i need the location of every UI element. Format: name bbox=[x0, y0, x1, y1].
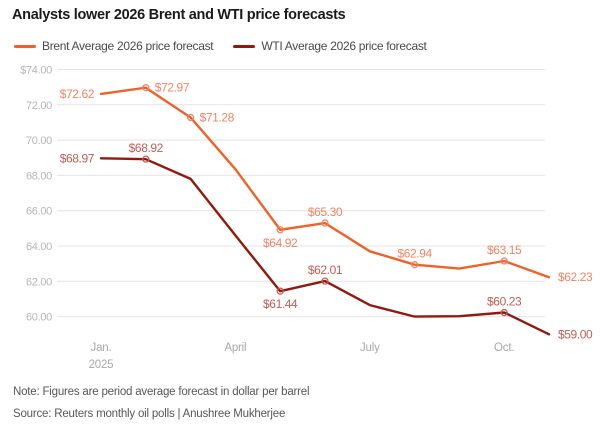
wti-line bbox=[99, 157, 551, 336]
source-text: Source: Reuters monthly oil polls | Anus… bbox=[13, 408, 286, 420]
y-tick-label: 72.00 bbox=[26, 100, 52, 112]
wti-data-point-label: $61.44 bbox=[263, 297, 298, 311]
x-tick-label: April bbox=[224, 342, 246, 354]
wti-data-point-label: $62.01 bbox=[308, 263, 343, 277]
wti-data-point-marker bbox=[142, 155, 150, 163]
wti-data-point-marker bbox=[276, 287, 284, 295]
wti-data-point-marker bbox=[321, 277, 329, 285]
brent-data-point-label: $72.97 bbox=[155, 81, 190, 95]
brent-data-point-label: $62.94 bbox=[397, 247, 432, 261]
x-tick-label: Jan. bbox=[91, 342, 112, 354]
legend-label-brent: Brent Average 2026 price forecast bbox=[42, 39, 214, 53]
chart-title: Analysts lower 2026 Brent and WTI price … bbox=[12, 7, 346, 23]
brent-data-point-label: $72.62 bbox=[60, 87, 95, 101]
brent-line-swatch-icon bbox=[14, 44, 36, 48]
brent-data-point-label: $71.28 bbox=[200, 111, 235, 125]
legend: Brent Average 2026 price forecast WTI Av… bbox=[14, 39, 427, 53]
x-tick-label: July bbox=[360, 342, 380, 354]
wti-data-point-marker bbox=[500, 308, 508, 317]
legend-label-wti: WTI Average 2026 price forecast bbox=[261, 39, 427, 53]
y-tick-label: 70.00 bbox=[26, 135, 52, 147]
legend-item-wti: WTI Average 2026 price forecast bbox=[233, 39, 427, 53]
wti-data-point-label: $68.92 bbox=[129, 141, 164, 155]
brent-data-point-label: $65.30 bbox=[308, 205, 343, 219]
brent-data-point-label: $64.92 bbox=[263, 236, 298, 250]
y-tick-label: 66.00 bbox=[26, 206, 52, 218]
y-tick-label: $74.00 bbox=[20, 65, 52, 77]
y-tick-label: 60.00 bbox=[26, 312, 52, 324]
wti-data-point-label: $59.00 bbox=[558, 327, 593, 341]
y-tick-label: 62.00 bbox=[26, 276, 52, 288]
x-tick-year-label: 2025 bbox=[89, 359, 114, 371]
y-tick-label: 64.00 bbox=[26, 241, 52, 253]
brent-data-point-marker bbox=[410, 261, 419, 269]
brent-line bbox=[99, 86, 551, 279]
brent-data-point-label: $63.15 bbox=[487, 243, 522, 257]
chart-canvas: $74.00 72.00 70.00 68.00 66.00 64.00 62.00 60.0… bbox=[20, 65, 593, 372]
wti-data-point-label: $68.97 bbox=[60, 151, 95, 165]
wti-data-point-label: $60.23 bbox=[487, 295, 522, 309]
brent-data-point-marker bbox=[321, 219, 329, 227]
brent-data-point-marker bbox=[276, 226, 284, 234]
legend-item-brent: Brent Average 2026 price forecast bbox=[14, 39, 214, 53]
brent-data-point-marker bbox=[186, 113, 195, 122]
brent-data-point-marker bbox=[142, 84, 150, 92]
brent-data-point-label: $62.23 bbox=[558, 270, 593, 284]
wti-line-swatch-icon bbox=[233, 44, 256, 48]
y-tick-label: 68.00 bbox=[26, 170, 52, 182]
brent-data-point-marker bbox=[500, 257, 508, 265]
note-text: Note: Figures are period average forecas… bbox=[13, 386, 310, 398]
x-tick-label: Oct. bbox=[494, 342, 514, 354]
